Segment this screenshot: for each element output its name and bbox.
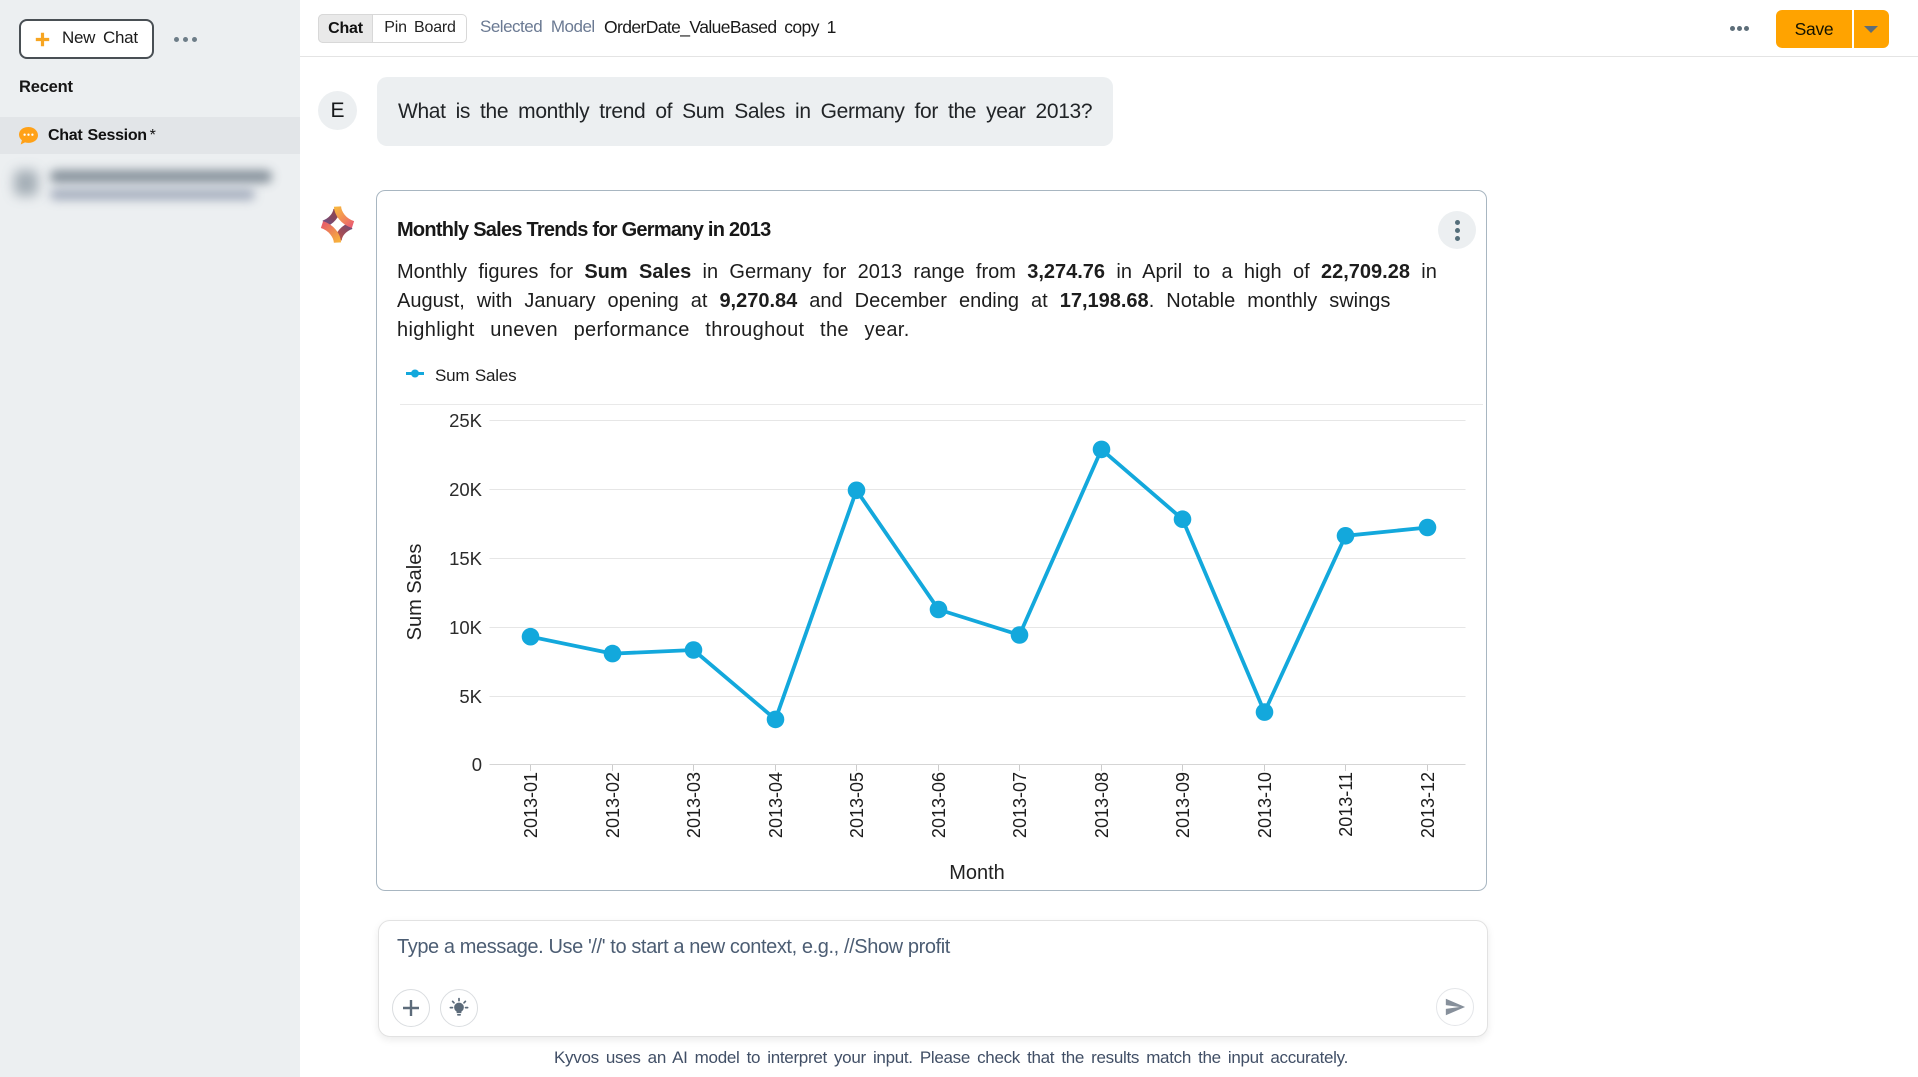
svg-text:2013-11: 2013-11 [1336,772,1356,837]
svg-text:2013-09: 2013-09 [1173,772,1193,838]
svg-text:2013-01: 2013-01 [521,772,541,838]
svg-text:2013-03: 2013-03 [684,772,704,838]
svg-text:Month: Month [949,862,1005,884]
svg-text:2013-02: 2013-02 [603,772,623,838]
svg-text:15K: 15K [449,548,483,569]
svg-text:2013-12: 2013-12 [1418,772,1438,838]
svg-text:2013-05: 2013-05 [847,772,867,838]
svg-text:2013-06: 2013-06 [929,772,949,838]
svg-text:10K: 10K [449,617,483,638]
svg-text:20K: 20K [449,479,483,500]
svg-text:Sum Sales: Sum Sales [404,544,426,641]
svg-text:5K: 5K [459,686,482,707]
svg-text:2013-08: 2013-08 [1092,772,1112,838]
svg-text:25K: 25K [449,410,483,431]
svg-text:2013-04: 2013-04 [766,772,786,838]
svg-text:2013-07: 2013-07 [1010,772,1030,838]
svg-text:0: 0 [472,754,482,775]
svg-text:2013-10: 2013-10 [1255,772,1275,838]
